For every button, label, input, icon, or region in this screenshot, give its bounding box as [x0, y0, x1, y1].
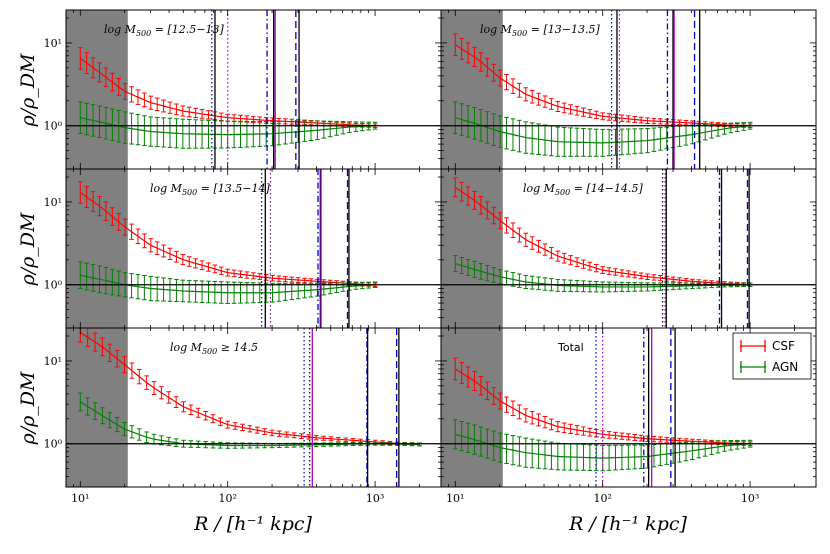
shaded-region	[66, 328, 128, 487]
csf-line	[79, 57, 376, 127]
x-tick-label: 10²	[218, 492, 236, 505]
y-tick-label: 10¹	[44, 355, 62, 368]
agn-series	[452, 255, 753, 293]
panel-label: log M500 = [13.5−14]	[150, 182, 270, 197]
panel-label: log M500 = [12.5−13]	[104, 23, 224, 38]
y-tick-label: 10⁰	[44, 438, 63, 451]
y-axis-label-row-2: ρ/ρ_DM	[17, 212, 39, 286]
agn-series	[452, 101, 753, 157]
shaded-region	[66, 169, 128, 328]
csf-series	[77, 328, 422, 447]
plot-area	[66, 10, 441, 169]
panel-5: 10⁰ 10¹ 10¹ 10² 10³ log M500 ≥ 14.5	[44, 327, 442, 505]
y-tick-label: 10¹	[44, 37, 62, 50]
csf-line	[79, 332, 420, 446]
y-axis-label-row-3: ρ/ρ_DM	[17, 371, 39, 445]
x-axis-label-right: R / [h⁻¹ kpc]	[568, 513, 687, 535]
y-axis-label-row-1: ρ/ρ_DM	[17, 53, 39, 127]
legend: CSF AGN	[732, 332, 812, 380]
panel-label: log M500 = [13−13.5]	[480, 23, 600, 38]
y-tick-label: 10⁰	[44, 279, 63, 292]
agn-line	[455, 433, 751, 459]
agn-line	[455, 117, 751, 144]
plot-area	[441, 10, 816, 169]
x-tick-label: 10¹	[446, 492, 464, 505]
legend-label-agn: AGN	[772, 360, 798, 374]
legend-box	[732, 332, 812, 380]
x-tick-label: 10¹	[71, 492, 89, 505]
plot-area	[441, 328, 816, 487]
panel-4: log M500 = [14−14.5]	[440, 168, 817, 329]
shaded-region	[441, 10, 503, 169]
shaded-region	[441, 328, 503, 487]
y-tick-label: 10⁰	[44, 120, 63, 133]
y-tick-label: 10¹	[44, 196, 62, 209]
panel-frame	[440, 327, 817, 488]
csf-line	[454, 44, 751, 127]
x-tick-label: 10³	[741, 492, 759, 505]
panel-2: log M500 = [13−13.5]	[440, 9, 817, 170]
legend-label-csf: CSF	[772, 339, 795, 353]
csf-line	[79, 192, 376, 286]
panels-group: 10⁰ 10¹ log M500 = [12.5−13] log M500 = [13…	[44, 9, 817, 505]
agn-series	[77, 392, 422, 449]
panel-label: log M500 = [14−14.5]	[523, 182, 643, 197]
plot-area	[66, 169, 441, 328]
x-tick-label: 10³	[366, 492, 384, 505]
plot-area	[441, 169, 816, 328]
agn-line	[79, 401, 420, 447]
shaded-region	[441, 169, 503, 328]
x-axis-label-left: R / [h⁻¹ kpc]	[193, 513, 312, 535]
panel-1: 10⁰ 10¹ log M500 = [12.5−13]	[44, 9, 442, 170]
agn-line	[455, 263, 751, 288]
panel-3: 10⁰ 10¹ log M500 = [13.5−14]	[44, 168, 442, 329]
panel-label: log M500 ≥ 14.5	[170, 341, 258, 356]
shaded-region	[66, 10, 128, 169]
panel-label: Total	[557, 341, 584, 354]
agn-line	[80, 274, 376, 294]
agn-series	[77, 261, 378, 305]
csf-line	[454, 186, 751, 286]
x-tick-label: 10²	[593, 492, 611, 505]
plot-area	[66, 328, 441, 487]
panel-6: 10¹ 10² 10³ Total CSF AGN	[440, 327, 817, 505]
